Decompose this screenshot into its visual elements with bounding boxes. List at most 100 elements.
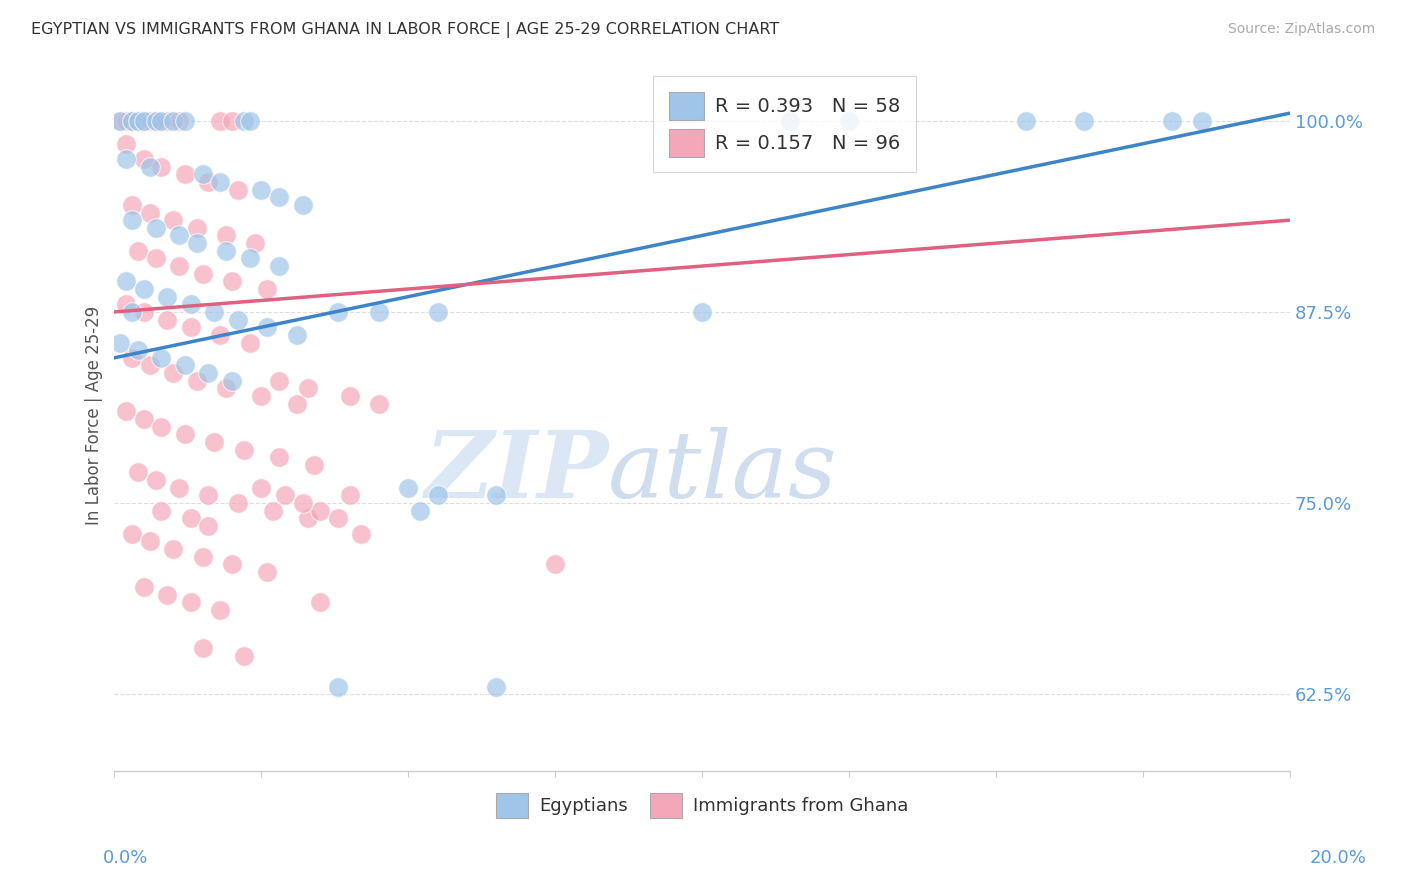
Point [250,481,273,495]
Point [127,244,149,258]
Point [232,113,254,128]
Point [209,175,232,189]
Point [138,359,160,373]
Point [221,374,243,388]
Point [1014,113,1036,128]
Point [156,113,179,128]
Point [174,359,197,373]
Point [202,305,225,319]
Point [485,680,508,694]
Text: 0.0%: 0.0% [103,849,148,867]
Point [121,305,143,319]
Point [121,526,143,541]
Point [145,113,167,128]
Point [215,244,238,258]
Point [297,381,319,395]
Point [150,419,173,434]
Point [138,160,160,174]
Point [162,541,184,556]
Point [191,167,214,181]
Point [127,466,149,480]
Point [127,113,149,128]
Point [167,259,190,273]
Point [115,404,138,418]
Point [162,113,184,128]
Point [226,312,249,326]
Point [690,305,713,319]
Point [150,113,173,128]
Point [221,113,243,128]
Point [1191,113,1213,128]
Point [544,558,567,572]
Point [115,274,138,288]
Point [121,351,143,365]
Legend: Egyptians, Immigrants from Ghana: Egyptians, Immigrants from Ghana [489,786,915,826]
Point [232,442,254,457]
Point [209,603,232,617]
Point [291,496,314,510]
Point [167,481,190,495]
Point [180,511,202,525]
Text: atlas: atlas [609,427,838,517]
Point [180,595,202,609]
Point [350,526,373,541]
Point [339,389,361,403]
Point [197,519,219,533]
Point [326,680,349,694]
Point [256,565,278,579]
Point [215,228,238,243]
Point [115,152,138,166]
Point [197,175,219,189]
Point [156,312,179,326]
Point [245,236,267,251]
Point [115,297,138,311]
Point [156,588,179,602]
Point [150,351,173,365]
Text: Source: ZipAtlas.com: Source: ZipAtlas.com [1227,22,1375,37]
Point [221,274,243,288]
Point [145,113,167,128]
Point [180,297,202,311]
Point [297,511,319,525]
Point [145,473,167,487]
Point [239,252,262,266]
Point [209,327,232,342]
Point [250,183,273,197]
Point [174,427,197,442]
Point [396,481,419,495]
Point [1073,113,1095,128]
Point [162,366,184,380]
Point [267,450,290,465]
Y-axis label: In Labor Force | Age 25-29: In Labor Force | Age 25-29 [86,306,103,524]
Point [167,228,190,243]
Point [115,136,138,151]
Point [309,504,332,518]
Point [191,641,214,656]
Point [274,488,297,502]
Point [138,113,160,128]
Point [132,113,155,128]
Point [132,580,155,594]
Point [309,595,332,609]
Point [202,434,225,449]
Point [132,152,155,166]
Point [138,534,160,549]
Point [326,511,349,525]
Point [326,305,349,319]
Point [291,198,314,212]
Point [132,113,155,128]
Point [127,113,149,128]
Point [226,183,249,197]
Point [250,389,273,403]
Point [267,259,290,273]
Point [215,381,238,395]
Point [121,113,143,128]
Point [262,504,284,518]
Point [239,335,262,350]
Point [838,113,860,128]
Point [221,558,243,572]
Point [132,412,155,426]
Point [121,198,143,212]
Point [174,113,197,128]
Text: 20.0%: 20.0% [1310,849,1367,867]
